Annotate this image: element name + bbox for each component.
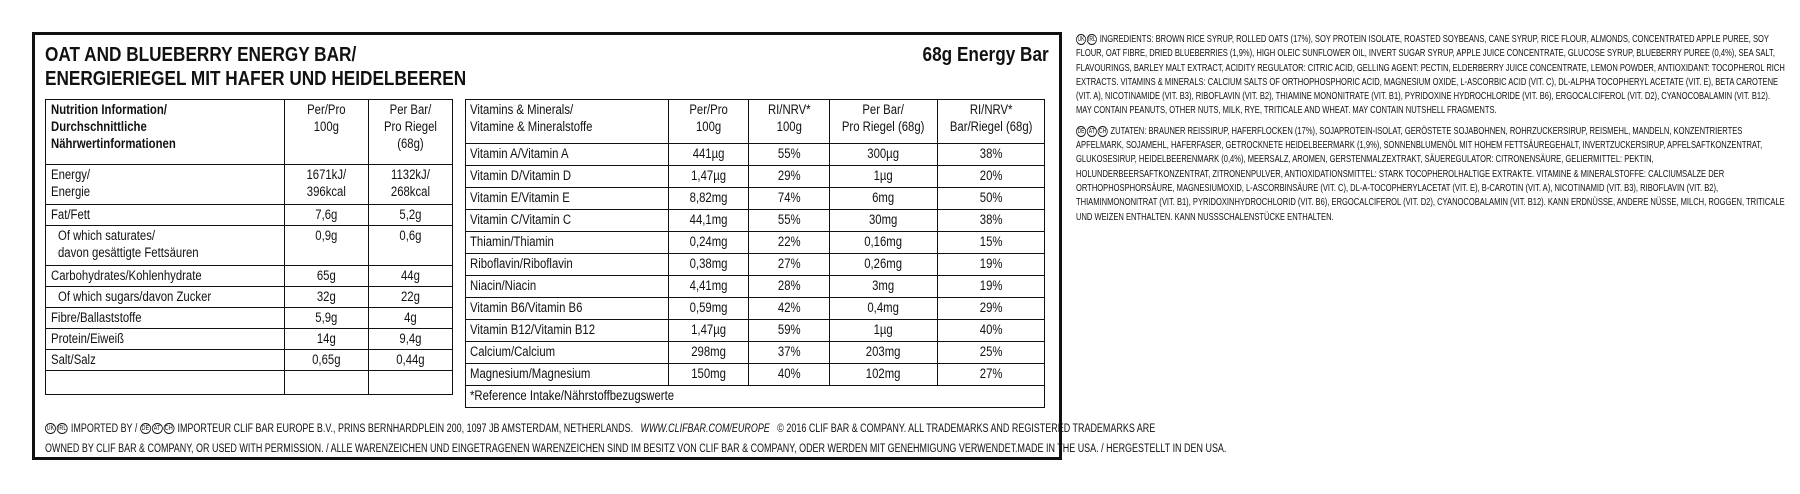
nutrition-header-per100: Per/Pro 100g (284, 99, 370, 165)
seal-de: DE (1076, 125, 1087, 137)
ingredients-de-text: ZUTATEN: BRAUNER REISSIRUP, HAFERFLOCKEN… (1076, 124, 1785, 223)
nutrition-header-row: Nutrition Information/ Durchschnittliche… (44, 99, 453, 165)
vitamins-header-per100: Per/Pro 100g (667, 99, 749, 144)
nutrition-table: Nutrition Information/ Durchschnittliche… (44, 99, 453, 395)
product-title: OAT AND BLUEBERRY ENERGY BAR/ ENERGIERIE… (45, 43, 466, 91)
legal-line-1: UK IRL IMPORTED BY / DE AT CH IMPORTEUR CLI… (45, 419, 1155, 439)
table-row: Protein/Eiweiß 14g 9,4g (44, 328, 453, 350)
seal-uk: UK (1076, 33, 1087, 45)
seal-at: AT (151, 423, 163, 435)
nutrition-header-perbar: Per Bar/ Pro Riegel (68g) (368, 99, 453, 165)
vitamins-header-row: Vitamins & Minerals/Vitamine & Mineralst… (465, 99, 1046, 144)
table-row-empty (44, 370, 453, 395)
table-row: Magnesium/Magnesium 150mg 40% 102mg 27% (465, 363, 1046, 386)
table-row: Vitamin B12/Vitamin B12 1,47µg 59% 1µg 40% (465, 319, 1046, 342)
table-row: Carbohydrates/Kohlenhydrate 65g 44g (44, 265, 453, 287)
table-row: Of which saturates/davon gesättigte Fett… (44, 225, 453, 266)
importer-address: IMPORTEUR CLIF BAR EUROPE B.V., PRINS BE… (177, 423, 634, 435)
ingredients-en-text: INGREDIENTS: BROWN RICE SYRUP, ROLLED OA… (1076, 33, 1785, 117)
product-title-de: ENERGIERIEGEL MIT HAFER UND HEIDELBEEREN (45, 68, 467, 90)
vitamins-header-perbar: Per Bar/Pro Riegel (68g) (829, 99, 938, 144)
net-weight: 68g Energy Bar (922, 44, 1049, 66)
ingredients-en: UK IRL INGREDIENTS: BROWN RICE SYRUP, ROL… (1076, 32, 1787, 118)
seal-ch: CH (1097, 125, 1108, 137)
vitamins-header-name: Vitamins & Minerals/Vitamine & Mineralst… (465, 99, 669, 144)
footnote: *Reference Intake/Nährstoffbezugswerte (470, 388, 675, 403)
seal-uk: UK (45, 423, 56, 435)
table-row: Niacin/Niacin 4,41mg 28% 3mg 19% (465, 275, 1046, 298)
legal-line-2: OWNED BY CLIF BAR & COMPANY, OR USED WIT… (45, 439, 1226, 459)
vitamins-footnote-row: *Reference Intake/Nährstoffbezugswerte (465, 385, 1045, 408)
table-row: Vitamin E/Vitamin E 8,82mg 74% 6mg 50% (465, 187, 1046, 210)
copyright: © 2016 CLIF BAR & COMPANY. ALL TRADEMARK… (777, 423, 1156, 435)
table-row: Calcium/Calcium 298mg 37% 203mg 25% (465, 341, 1046, 364)
seal-irl: IRL (56, 423, 68, 435)
table-row: Vitamin A/Vitamin A 441µg 55% 300µg 38% (465, 143, 1046, 166)
tables-area: Nutrition Information/ Durchschnittliche… (44, 99, 1049, 409)
vitamins-header-ribar: RI/NRV* Bar/Riegel (68g) (936, 99, 1046, 144)
seal-de: DE (139, 423, 151, 435)
trademark-notice: OWNED BY CLIF BAR & COMPANY, OR USED WIT… (45, 443, 1018, 455)
made-in: MADE IN THE USA. / HERGESTELLT IN DEN US… (1017, 443, 1227, 455)
ingredients-panel: UK IRL INGREDIENTS: BROWN RICE SYRUP, ROL… (1076, 32, 1786, 230)
table-row: Thiamin/Thiamin 0,24mg 22% 0,16mg 15% (465, 231, 1046, 254)
table-row: Vitamin B6/Vitamin B6 0,59mg 42% 0,4mg 29% (465, 297, 1046, 320)
table-row: Vitamin C/Vitamin C 44,1mg 55% 30mg 38% (465, 209, 1046, 232)
seal-at: AT (1086, 125, 1097, 137)
vitamins-table: Vitamins & Minerals/Vitamine & Mineralst… (465, 99, 1046, 408)
nutrition-header-label: Nutrition Information/ Durchschnittliche… (44, 99, 286, 165)
title-row: OAT AND BLUEBERRY ENERGY BAR/ ENERGIERIE… (45, 43, 1049, 91)
table-row: Of which sugars/davon Zucker 32g 22g (44, 286, 453, 308)
table-row: Salt/Salz 0,65g 0,44g (44, 349, 453, 371)
imported-by: IMPORTED BY / (70, 423, 138, 435)
table-row: Energy/Energie 1671kJ/396kcal 1132kJ/268… (44, 164, 453, 205)
product-title-en: OAT AND BLUEBERRY ENERGY BAR/ (45, 44, 357, 66)
nutrition-label-panel: OAT AND BLUEBERRY ENERGY BAR/ ENERGIERIE… (32, 32, 1226, 460)
table-row: Fat/Fett 7,6g 5,2g (44, 204, 453, 226)
table-row: Vitamin D/Vitamin D 1,47µg 29% 1µg 20% (465, 165, 1046, 188)
legal-text: UK IRL IMPORTED BY / DE AT CH IMPORTEUR CLI… (45, 419, 1226, 459)
seal-irl: IRL (1086, 33, 1097, 45)
website-url: WWW.CLIFBAR.COM/EUROPE (640, 423, 770, 435)
table-row: Riboflavin/Riboflavin 0,38mg 27% 0,26mg 19% (465, 253, 1046, 276)
vitamins-header-ri100: RI/NRV* 100g (747, 99, 831, 144)
seal-ch: CH (163, 423, 175, 435)
table-row: Fibre/Ballaststoffe 5,9g 4g (44, 307, 453, 329)
ingredients-de: DE AT CH ZUTATEN: BRAUNER REISSIRUP, HAFER… (1076, 124, 1787, 224)
vitamins-body: Vitamin A/Vitamin A 441µg 55% 300µg 38% Vitam… (465, 143, 1046, 386)
